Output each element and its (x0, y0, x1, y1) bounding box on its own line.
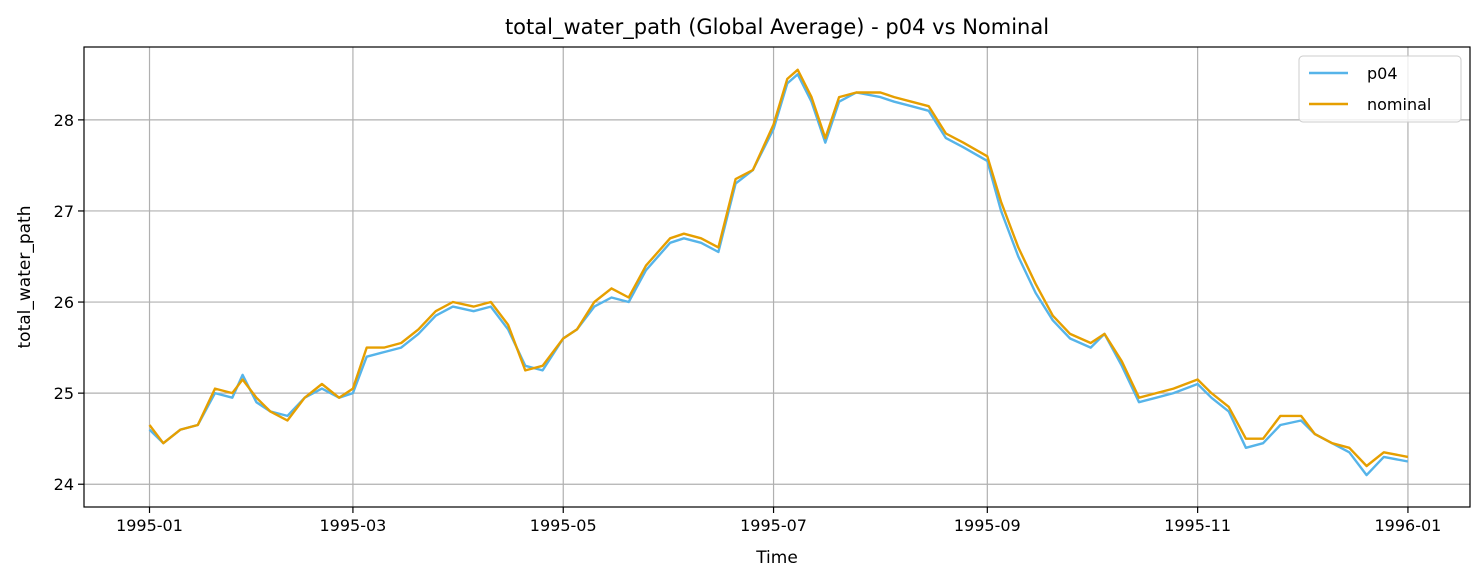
ticks: 1995-01 1995-03 1995-05 1995-07 1995-09 1995-… (54, 111, 1442, 535)
x-axis-label: Time (755, 548, 798, 568)
x-tick-label: 1995-11 (1164, 516, 1231, 535)
chart-title: total_water_path (Global Average) - p04 … (505, 15, 1049, 40)
legend-label-p04: p04 (1367, 64, 1398, 83)
grid (84, 47, 1470, 507)
y-axis-label: total_water_path (15, 206, 35, 349)
x-tick-label: 1996-01 (1375, 516, 1442, 535)
x-tick-label: 1995-07 (740, 516, 807, 535)
y-tick-label: 28 (54, 111, 74, 130)
y-tick-label: 24 (54, 475, 74, 494)
x-tick-label: 1995-09 (954, 516, 1021, 535)
plot-frame (83, 46, 1471, 508)
series-line-p04 (148, 73, 1409, 477)
x-tick-label: 1995-05 (530, 516, 597, 535)
x-tick-label: 1995-03 (319, 516, 386, 535)
y-tick-label: 25 (54, 384, 74, 403)
legend-label-nominal: nominal (1367, 95, 1431, 114)
series-layer (148, 68, 1409, 477)
legend: p04 nominal (1298, 55, 1462, 123)
x-tick-label: 1995-01 (116, 516, 183, 535)
series-line-nominal (148, 68, 1409, 468)
y-tick-label: 27 (54, 202, 74, 221)
y-tick-label: 26 (54, 293, 74, 312)
